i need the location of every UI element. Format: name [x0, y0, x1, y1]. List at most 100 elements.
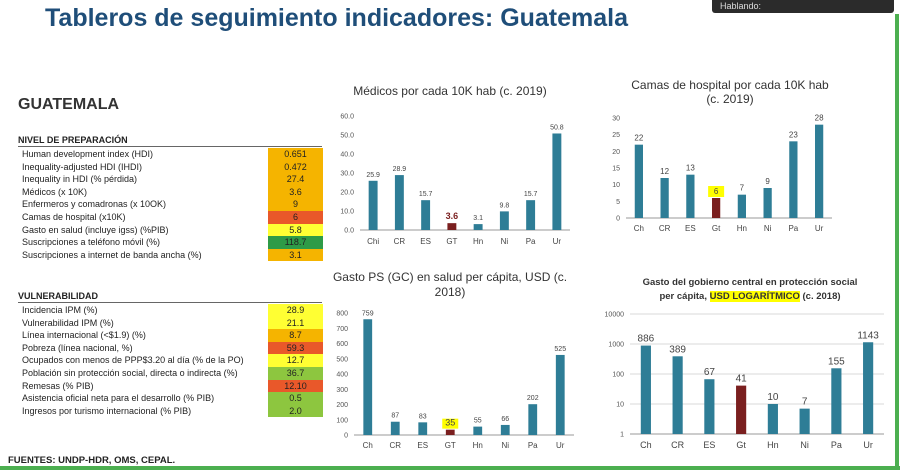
- data-label: 9: [765, 177, 770, 186]
- x-tick-label: CR: [659, 224, 671, 233]
- x-tick-label: Ur: [553, 237, 562, 246]
- x-tick-label: Gt: [736, 440, 746, 450]
- x-tick-label: Ur: [556, 441, 565, 450]
- data-label: 87: [391, 413, 399, 420]
- y-tick-label: 100: [612, 372, 624, 379]
- data-label: 759: [362, 310, 374, 317]
- bar: [552, 133, 562, 230]
- x-tick-label: CR: [671, 440, 684, 450]
- vulnerability-table: Incidencia IPM (%) 28.9 Vulnerabilidad IPM…: [18, 304, 323, 418]
- prep-label: Camas de hospital (x10K): [22, 211, 126, 222]
- chart-gasto-salud-title: Gasto PS (GC) en salud per cápita, USD (…: [332, 270, 568, 299]
- prep-label: Gasto en salud (incluye igss) (%PIB): [22, 224, 169, 235]
- chart-medicos-title: Médicos por cada 10K hab (c. 2019): [353, 84, 547, 98]
- data-label: 6: [714, 187, 719, 196]
- prep-label: Médicos (x 10K): [22, 186, 88, 197]
- chart-proteccion-title-line1: Gasto del gobierno central en protección…: [642, 277, 858, 288]
- chart-gasto-salud: 0 100 200 300 400 500 600 700 800 759 Ch 87 CR 83 ES 35…: [336, 310, 574, 450]
- data-label: 10: [767, 392, 779, 403]
- y-tick-label: 800: [336, 311, 348, 318]
- data-label: 41: [736, 374, 748, 385]
- bar: [712, 198, 721, 218]
- bar: [390, 421, 400, 435]
- bar: [863, 342, 874, 434]
- prep-row: Inequality in HDI (% pérdida) 27.4: [18, 173, 323, 186]
- data-label: 3.6: [446, 211, 459, 221]
- bar: [737, 194, 746, 218]
- x-tick-label: ES: [420, 237, 431, 246]
- data-label: 7: [802, 397, 808, 408]
- vulnerability-heading: VULNERABILIDAD: [18, 291, 322, 303]
- y-tick-label: 5: [616, 199, 620, 206]
- prep-value: 6: [268, 210, 323, 224]
- bar: [421, 200, 431, 230]
- x-tick-label: CR: [394, 237, 406, 246]
- prep-value: 5.8: [268, 223, 323, 237]
- prep-row: Suscripciones a teléfono móvil (%) 118.7: [18, 236, 323, 249]
- chart-camas: 0 5 10 15 20 25 30 22 Ch 12 CR 13 ES 6 Gt 7 Hn 9 Ni 23 Pa 28 U…: [612, 114, 832, 233]
- vuln-row: Línea internacional (<$1.9) (%) 8.7: [18, 329, 323, 342]
- bar: [526, 200, 536, 230]
- y-tick-label: 15: [612, 166, 620, 173]
- vuln-row: Población sin protección social, directa…: [18, 366, 323, 380]
- bar: [445, 429, 455, 435]
- vuln-label: Ingresos por turismo internacional (% PI…: [22, 405, 192, 416]
- data-label: 28.9: [393, 166, 407, 173]
- bar: [831, 368, 842, 434]
- y-tick-label: 60.0: [340, 114, 354, 121]
- prep-row: Gasto en salud (incluye igss) (%PIB) 5.8: [18, 223, 323, 237]
- highlight-box: [442, 418, 459, 429]
- bar: [704, 379, 715, 434]
- y-tick-label: 700: [336, 326, 348, 333]
- prep-row: Camas de hospital (x10K) 6: [18, 210, 323, 224]
- vuln-row: Ingresos por turismo internacional (% PI…: [18, 404, 323, 418]
- prep-value: 3.1: [268, 248, 323, 262]
- prep-row: Médicos (x 10K) 3.6: [18, 185, 323, 199]
- vuln-value: 0.5: [268, 392, 323, 405]
- bar: [789, 141, 798, 218]
- chart-proteccion: 1 10 100 1000 10000 886 Ch 389 CR 67 ES 41 Gt 10 Hn 7 Ni…: [605, 312, 884, 450]
- vuln-value: 36.7: [268, 366, 323, 380]
- bar: [767, 404, 778, 434]
- vuln-label: Asistencia oficial neta para el desarrol…: [22, 393, 215, 404]
- bar: [672, 356, 683, 434]
- y-tick-label: 200: [336, 402, 348, 409]
- data-label: 3.1: [473, 215, 483, 222]
- y-tick-label: 1000: [608, 342, 624, 349]
- prep-value: 0.472: [268, 160, 323, 174]
- bar: [418, 422, 428, 435]
- data-label: 9.8: [500, 202, 510, 209]
- data-label: 67: [704, 367, 716, 378]
- y-tick-label: 0: [616, 216, 620, 223]
- chart-proteccion-title: Gasto del gobierno central en protección…: [610, 276, 890, 304]
- vuln-row: Vulnerabilidad IPM (%) 21.1: [18, 316, 323, 330]
- y-tick-label: 30: [612, 116, 620, 123]
- x-tick-label: Gt: [712, 224, 721, 233]
- y-tick-label: 500: [336, 356, 348, 363]
- x-tick-label: Ur: [863, 440, 873, 450]
- x-tick-label: CR: [389, 441, 401, 450]
- x-tick-label: Hn: [737, 224, 747, 233]
- y-tick-label: 400: [336, 372, 348, 379]
- x-tick-label: Ni: [501, 237, 509, 246]
- vuln-row: Incidencia IPM (%) 28.9: [18, 304, 323, 317]
- prep-row: Inequality-adjusted HDI (IHDI) 0.472: [18, 160, 323, 174]
- bar: [736, 385, 747, 434]
- prep-label: Human development index (HDI): [22, 149, 154, 159]
- data-label: 50.8: [550, 124, 564, 131]
- x-tick-label: Pa: [831, 440, 842, 450]
- bar: [500, 424, 510, 435]
- y-tick-label: 0: [344, 433, 348, 440]
- bar: [499, 211, 509, 230]
- speaker-tooltip: Hablando:: [712, 0, 894, 13]
- data-label: 202: [527, 395, 539, 402]
- prep-label: Enfermeros y comadronas (x 10OK): [22, 199, 167, 210]
- prep-row: Suscripciones a internet de banda ancha …: [18, 248, 323, 262]
- x-tick-label: Pa: [788, 224, 798, 233]
- x-tick-label: ES: [685, 224, 696, 233]
- bar: [528, 404, 538, 435]
- x-tick-label: ES: [417, 441, 428, 450]
- prep-label: Suscripciones a teléfono móvil (%): [22, 237, 161, 248]
- prep-value: 9: [268, 198, 323, 211]
- y-tick-label: 25: [612, 132, 620, 139]
